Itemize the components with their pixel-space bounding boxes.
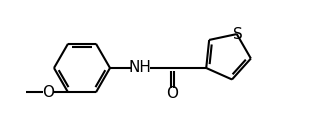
Text: S: S [233,27,243,42]
Text: NH: NH [128,60,151,75]
Text: O: O [166,87,178,102]
Text: O: O [42,85,54,100]
